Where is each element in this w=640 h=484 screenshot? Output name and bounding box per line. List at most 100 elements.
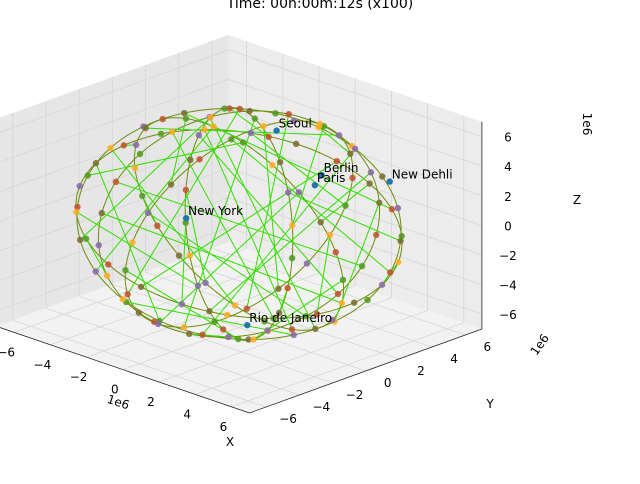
city-label: Seoul <box>279 117 312 131</box>
satellite-point <box>373 232 379 238</box>
satellite-point <box>250 336 256 342</box>
satellite-point <box>181 324 187 330</box>
satellite-point <box>277 159 283 165</box>
satellite-point <box>104 272 110 278</box>
city-label: Paris <box>317 171 346 185</box>
x-axis-label: X <box>226 435 234 449</box>
satellite-point <box>107 145 113 151</box>
satellite-point <box>129 239 135 245</box>
x-tick-label: −2 <box>70 370 88 384</box>
z-tick-label: 0 <box>504 219 512 233</box>
y-tick-label: 2 <box>417 364 425 378</box>
satellite-point <box>285 189 291 195</box>
satellite-point <box>83 236 89 242</box>
satellite-point <box>187 252 193 258</box>
z-axis-label: Z <box>573 193 581 207</box>
satellite-point <box>296 189 302 195</box>
satellite-point <box>186 331 192 337</box>
satellite-point <box>137 151 143 157</box>
satellite-point <box>120 296 126 302</box>
satellite-point <box>105 261 111 267</box>
satellite-point <box>221 105 227 111</box>
satellite-point <box>99 210 105 216</box>
x-tick-label: −4 <box>34 358 52 372</box>
y-axis-label: Y <box>485 397 494 411</box>
x-tick-label: −6 <box>0 345 15 359</box>
satellite-point <box>352 146 358 152</box>
satellite-point <box>376 200 382 206</box>
z-tick-label: −2 <box>499 249 517 263</box>
satellite-point <box>312 326 318 332</box>
y-tick-label: −2 <box>346 388 364 402</box>
y-tick-label: 0 <box>384 376 392 390</box>
satellite-point <box>349 175 355 181</box>
satellite-point <box>122 267 128 273</box>
satellite-point <box>379 282 385 288</box>
satellite-point <box>284 285 290 291</box>
z-tick-label: 4 <box>504 160 512 174</box>
z-tick-label: −6 <box>499 308 517 322</box>
satellite-point <box>169 129 175 135</box>
satellite-point <box>289 255 295 261</box>
satellite-point <box>327 232 333 238</box>
satellite-point <box>138 284 144 290</box>
satellite-point <box>176 252 182 258</box>
satellite-point <box>179 301 185 307</box>
satellite-point <box>210 123 216 129</box>
satellite-point <box>342 202 348 208</box>
satellite-point <box>228 136 234 142</box>
satellite-point <box>207 114 213 120</box>
satellite-point <box>211 319 217 325</box>
satellite-point <box>272 110 278 116</box>
satellite-point <box>224 312 230 318</box>
satellite-point <box>333 249 339 255</box>
satellite-point <box>160 116 166 122</box>
satellite-point <box>379 173 385 179</box>
satellite-point <box>395 259 401 265</box>
satellite-point <box>236 106 242 112</box>
satellite-point <box>183 115 189 121</box>
satellite-point <box>139 193 145 199</box>
satellite-point <box>364 297 370 303</box>
satellite-point <box>317 121 323 127</box>
satellite-point <box>293 141 299 147</box>
satellite-point <box>304 260 310 266</box>
satellite-point <box>368 169 374 175</box>
satellite-point <box>252 115 258 121</box>
satellite-point <box>225 334 231 340</box>
z-axis-scale-label: 1e6 <box>580 113 594 136</box>
satellite-point <box>133 142 139 148</box>
satellite-point <box>291 332 297 338</box>
satellite-point <box>359 263 365 269</box>
satellite-point <box>73 209 79 215</box>
city-label: New York <box>188 204 243 218</box>
satellite-point <box>339 300 345 306</box>
satellite-point <box>248 130 254 136</box>
satellite-point <box>240 139 246 145</box>
satellite-point <box>235 336 241 342</box>
satellite-point <box>340 277 346 283</box>
satellite-point <box>389 206 395 212</box>
satellite-point <box>113 179 119 185</box>
satellite-point <box>183 187 189 193</box>
satellite-point <box>206 308 212 314</box>
z-tick-label: 6 <box>504 131 512 145</box>
x-axis-scale-label: 1e6 <box>105 392 131 412</box>
satellite-point <box>85 172 91 178</box>
x-tick-label: 6 <box>220 420 228 434</box>
satellite-point <box>220 326 226 332</box>
satellite-point <box>199 331 205 337</box>
y-tick-label: −6 <box>279 412 297 426</box>
x-tick-label: 2 <box>147 395 155 409</box>
z-tick-label: −4 <box>499 279 517 293</box>
satellite-point <box>145 210 151 216</box>
satellite-point <box>289 222 295 228</box>
satellite-point <box>187 157 193 163</box>
y-tick-label: 6 <box>483 340 491 354</box>
satellite-point <box>264 327 270 333</box>
satellite-point <box>154 223 160 229</box>
satellite-point <box>317 219 323 225</box>
satellite-point <box>136 310 142 316</box>
satellite-point <box>121 142 127 148</box>
